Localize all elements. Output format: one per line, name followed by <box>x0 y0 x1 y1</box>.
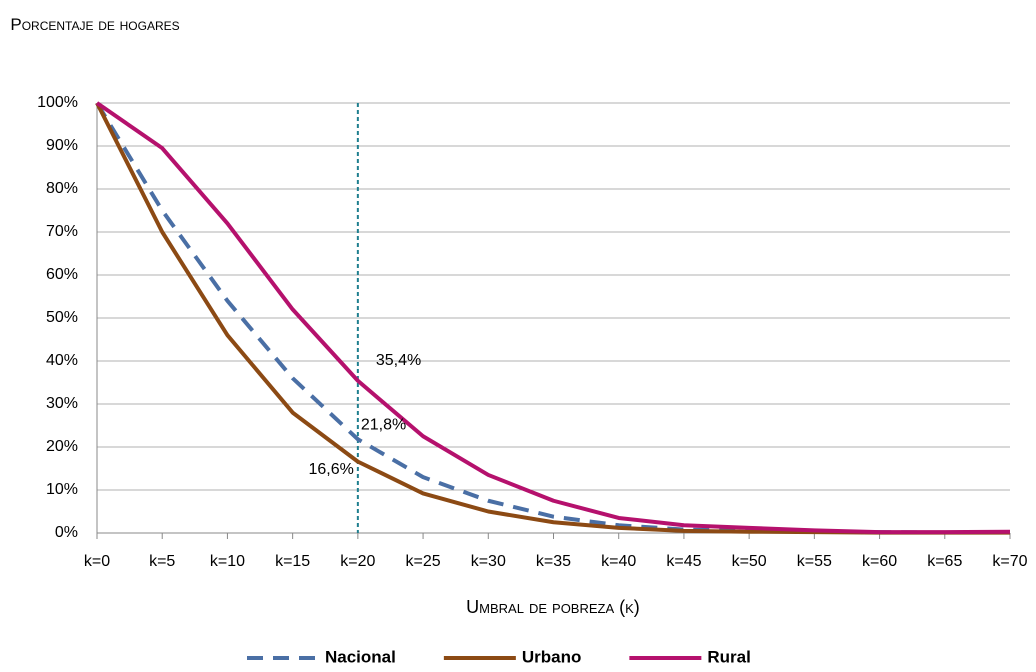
legend-label: Urbano <box>522 647 582 666</box>
y-axis-title: Porcentaje de hogares <box>10 15 180 34</box>
x-tick-label: k=35 <box>536 553 571 570</box>
x-tick-label: k=5 <box>149 553 175 570</box>
x-tick-label: k=15 <box>275 553 310 570</box>
y-tick-label: 90% <box>46 137 78 154</box>
x-tick-label: k=65 <box>927 553 962 570</box>
x-tick-label: k=45 <box>666 553 701 570</box>
legend-label: Rural <box>707 647 750 666</box>
x-tick-label: k=30 <box>471 553 506 570</box>
y-tick-label: 80% <box>46 180 78 197</box>
y-tick-label: 50% <box>46 309 78 326</box>
x-tick-label: k=25 <box>406 553 441 570</box>
series-line <box>95 101 1011 535</box>
legend-label: Nacional <box>325 647 396 666</box>
x-axis-title: Umbral de pobreza (k) <box>466 597 640 617</box>
y-tick-label: 20% <box>46 438 78 455</box>
data-label: 16,6% <box>308 461 353 478</box>
y-tick-label: 60% <box>46 266 78 283</box>
y-tick-label: 30% <box>46 395 78 412</box>
x-tick-label: k=40 <box>601 553 636 570</box>
y-tick-label: 70% <box>46 223 78 240</box>
x-tick-label: k=60 <box>862 553 897 570</box>
x-tick-label: k=20 <box>340 553 375 570</box>
x-tick-label: k=50 <box>732 553 767 570</box>
x-tick-label: k=0 <box>84 553 110 570</box>
y-tick-label: 0% <box>55 524 78 541</box>
data-label: 35,4% <box>376 352 421 369</box>
x-tick-label: k=55 <box>797 553 832 570</box>
y-tick-label: 100% <box>37 94 78 111</box>
y-tick-label: 10% <box>46 481 78 498</box>
data-label: 21,8% <box>361 416 406 433</box>
y-tick-label: 40% <box>46 352 78 369</box>
x-tick-label: k=10 <box>210 553 245 570</box>
x-tick-label: k=70 <box>992 553 1027 570</box>
